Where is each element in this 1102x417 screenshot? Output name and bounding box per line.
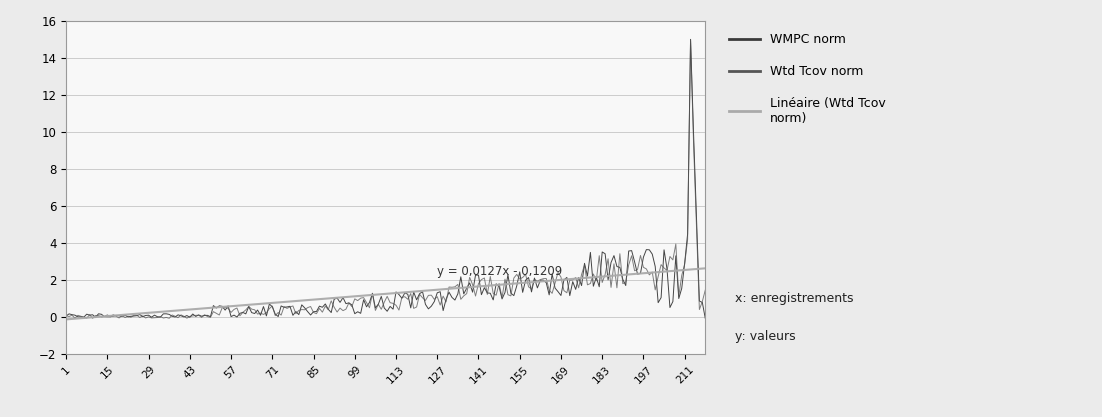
- Text: y: valeurs: y: valeurs: [735, 330, 796, 343]
- Text: x: enregistrements: x: enregistrements: [735, 292, 854, 305]
- Text: y = 0,0127x - 0,1209: y = 0,0127x - 0,1209: [437, 265, 562, 278]
- Legend: WMPC norm, Wtd Tcov norm, Linéaire (Wtd Tcov
norm): WMPC norm, Wtd Tcov norm, Linéaire (Wtd …: [723, 27, 892, 131]
